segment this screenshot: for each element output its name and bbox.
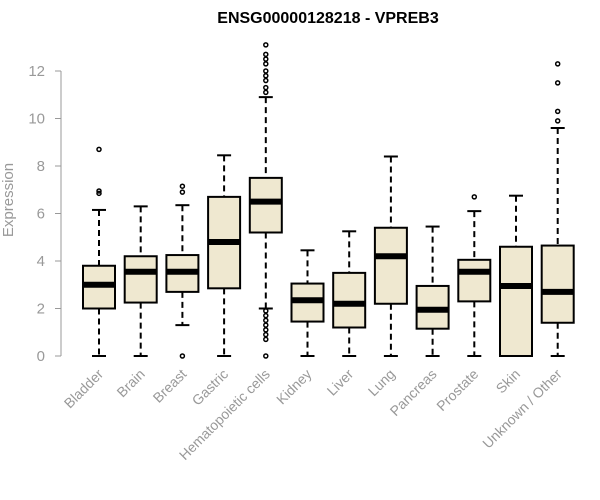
y-tick-label-2: 4 [37,253,45,270]
box-iqr-9 [457,258,492,303]
outlier-4-12 [263,68,269,74]
box-10 [499,194,533,357]
box-series [82,42,575,359]
outlier-4-16 [263,42,269,48]
outlier-11-1 [554,108,561,115]
box-iqr-11 [540,244,575,324]
y-axis-label: Expression [0,163,17,237]
x-tick-label-7: Lung [365,366,398,399]
box-6 [332,230,367,357]
y-tick-label-1: 2 [37,301,45,318]
box-11 [540,61,575,357]
y-tick-label-0: 0 [37,348,45,365]
outlier-4-8 [263,89,269,96]
outlier-2-2 [179,183,186,189]
outlier-4-4 [263,322,269,328]
y-tick-label-3: 6 [37,206,45,223]
outlier-11-0 [554,118,561,124]
box-iqr-1 [123,255,158,304]
box-iqr-10 [499,245,533,357]
outlier-2-0 [179,353,186,359]
outlier-11-3 [554,61,561,67]
x-tick-label-11: Unknown / Other [479,366,565,452]
outlier-11-2 [554,80,561,86]
outlier-4-9 [263,84,269,91]
outlier-4-0 [263,353,269,359]
outlier-4-3 [263,327,269,333]
outlier-4-1 [263,336,269,343]
x-tick-label-5: Kidney [273,366,315,408]
outlier-4-15 [263,51,269,58]
outlier-0-2 [96,146,102,153]
outlier-2-1 [179,189,186,195]
outlier-4-13 [263,61,269,67]
y-tick-label-6: 12 [28,63,45,80]
outlier-0-0 [96,190,102,197]
outlier-4-6 [263,312,269,319]
x-tick-label-9: Prostate [433,366,481,414]
outlier-9-0 [471,194,478,200]
box-2 [165,183,200,359]
box-iqr-6 [332,271,367,329]
y-tick-label-5: 10 [28,111,45,128]
outlier-4-2 [263,331,269,338]
outlier-4-10 [263,77,269,84]
box-iqr-7 [373,226,408,305]
x-tick-label-10: Skin [493,366,524,397]
box-5 [290,249,325,357]
box-3 [207,154,242,357]
chart-title: ENSG00000128218 - VPREB3 [217,10,439,27]
x-tick-label-6: Liver [324,366,357,399]
box-8 [415,225,450,357]
x-tick-label-0: Bladder [61,366,107,412]
box-0 [82,146,116,357]
outlier-4-11 [263,73,269,79]
box-iqr-4 [248,176,283,234]
x-tick-label-2: Breast [150,366,190,406]
x-tick-label-1: Brain [113,366,147,400]
box-1 [123,205,158,357]
outlier-0-1 [96,188,102,194]
y-axis-ticks: 0 2 4 6 8 10 12 [28,63,61,365]
outlier-4-14 [263,56,269,62]
box-4 [248,42,283,359]
outlier-4-5 [263,317,269,324]
box-7 [373,155,408,357]
outlier-4-7 [263,308,269,314]
box-9 [457,194,492,357]
y-tick-label-4: 8 [37,158,45,175]
